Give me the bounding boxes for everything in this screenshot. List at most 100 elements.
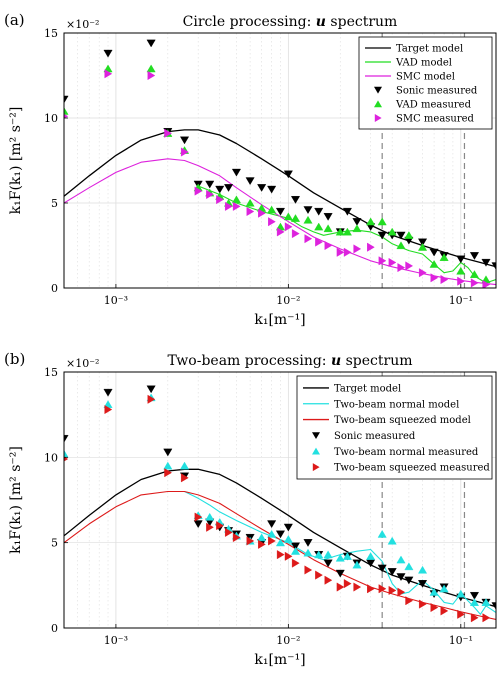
marker-smc-measured <box>470 278 479 288</box>
marker-vad-measured <box>283 212 293 221</box>
marker-two-beam-normal-measured <box>366 552 376 560</box>
panel-label: (a) <box>4 11 25 29</box>
marker-two-beam-squeezed-measured <box>470 613 479 623</box>
legend-entry: Sonic measured <box>396 86 478 97</box>
x-tick-label: 10⁻² <box>276 634 300 647</box>
marker-two-beam-normal-measured <box>267 529 277 538</box>
marker-vad-measured <box>314 222 324 231</box>
marker-vad-measured <box>377 217 387 226</box>
marker-smc-measured <box>232 201 241 211</box>
marker-vad-measured <box>396 241 406 250</box>
y-tick-label: 5 <box>51 197 58 210</box>
marker-vad-measured <box>404 231 414 239</box>
chart-title: Circle processing: u spectrum <box>183 14 398 30</box>
marker-sonic-measured <box>205 180 215 189</box>
marker-two-beam-squeezed-measured <box>216 521 224 531</box>
marker-two-beam-normal-measured <box>335 553 345 562</box>
marker-two-beam-normal-measured <box>429 587 439 596</box>
marker-sonic-measured <box>342 207 352 216</box>
marker-sonic-measured <box>303 206 313 214</box>
y-tick-label: 0 <box>51 622 58 635</box>
marker-two-beam-squeezed-measured <box>194 512 203 522</box>
marker-smc-measured <box>315 237 323 247</box>
marker-two-beam-normal-measured <box>179 461 190 470</box>
marker-sonic-measured <box>224 184 234 192</box>
marker-two-beam-normal-measured <box>303 548 313 557</box>
chart-title-suffix: spectrum <box>341 353 412 369</box>
chart-title: Two-beam processing: u spectrum <box>167 353 412 369</box>
marker-vad-measured <box>417 243 428 251</box>
marker-sonic-measured <box>429 248 439 257</box>
marker-two-beam-squeezed-measured <box>291 558 300 568</box>
marker-smc-measured <box>324 240 333 251</box>
marker-two-beam-normal-measured <box>283 535 293 543</box>
marker-smc-measured <box>258 208 266 218</box>
x-tick-label: 10⁻¹ <box>449 294 473 307</box>
marker-two-beam-squeezed-measured <box>343 579 352 589</box>
marker-smc-measured <box>397 263 406 273</box>
series-line-two-beam-normal-model <box>167 490 496 615</box>
marker-sonic-measured <box>323 213 333 221</box>
marker-sonic-measured <box>64 95 69 104</box>
marker-two-beam-squeezed-measured <box>232 532 241 543</box>
marker-two-beam-squeezed-measured <box>367 584 375 594</box>
legend-entry: Two-beam squeezed model <box>334 415 471 426</box>
marker-two-beam-normal-measured <box>205 512 215 521</box>
marker-smc-measured <box>276 227 285 237</box>
legend-entry: Two-beam normal model <box>334 399 459 410</box>
series-line-target-model <box>64 129 496 268</box>
marker-two-beam-squeezed-measured <box>304 565 313 575</box>
marker-smc-measured <box>246 206 255 217</box>
chart-title-variable: u <box>331 353 341 369</box>
marker-smc-measured <box>304 234 313 244</box>
marker-vad-measured <box>323 224 333 233</box>
series-group <box>64 385 496 623</box>
marker-smc-measured <box>291 229 300 239</box>
marker-sonic-measured <box>275 530 286 539</box>
marker-vad-measured <box>290 214 301 222</box>
marker-smc-measured <box>440 274 449 285</box>
chart-title-suffix: spectrum <box>326 14 397 30</box>
marker-smc-measured <box>367 242 375 252</box>
marker-vad-measured <box>469 270 480 278</box>
marker-smc-measured <box>284 222 293 232</box>
marker-sonic-measured <box>146 39 156 48</box>
marker-sonic-measured <box>377 231 387 240</box>
legend-marker-swatch <box>374 114 382 122</box>
legend: Target model VAD model SMC model Sonic meas… <box>358 36 493 130</box>
chart-panel-a: 0 5 10 15 10⁻³ 10⁻² 10⁻¹ ×10⁻² Circle processing… <box>4 11 497 328</box>
marker-sonic-measured <box>396 231 406 240</box>
marker-two-beam-squeezed-measured <box>378 584 387 594</box>
marker-sonic-measured <box>257 184 267 192</box>
marker-two-beam-normal-measured <box>439 584 449 593</box>
marker-smc-measured <box>418 268 427 278</box>
marker-smc-measured <box>268 217 276 227</box>
marker-smc-measured <box>224 201 233 211</box>
marker-smc-measured <box>405 261 414 271</box>
legend-marker-swatch <box>312 432 320 440</box>
legend-marker-swatch <box>312 447 320 455</box>
axes-frame <box>63 371 497 629</box>
marker-sonic-measured <box>456 255 466 264</box>
marker-vad-measured <box>439 253 449 261</box>
marker-two-beam-squeezed-measured <box>336 582 345 592</box>
marker-two-beam-normal-measured <box>64 449 69 458</box>
marker-smc-measured <box>104 69 113 79</box>
marker-sonic-measured <box>146 385 156 394</box>
marker-vad-measured <box>335 227 345 236</box>
legend-marker-swatch <box>374 100 382 108</box>
marker-sonic-measured <box>323 559 333 568</box>
marker-two-beam-squeezed-measured <box>482 613 491 623</box>
x-tick-label: 10⁻¹ <box>449 634 473 647</box>
marker-two-beam-normal-measured <box>163 461 173 470</box>
marker-sonic-measured <box>231 168 241 177</box>
legend-entry: SMC measured <box>396 114 475 125</box>
marker-smc-measured <box>164 128 172 138</box>
series-line-target-model <box>64 468 496 608</box>
y-axis-exponent: ×10⁻² <box>66 18 99 31</box>
legend-entry: VAD measured <box>395 100 472 111</box>
marker-smc-measured <box>430 273 439 283</box>
marker-two-beam-squeezed-measured <box>430 602 439 613</box>
marker-sonic-measured <box>163 448 173 457</box>
marker-sonic-measured <box>335 569 345 578</box>
